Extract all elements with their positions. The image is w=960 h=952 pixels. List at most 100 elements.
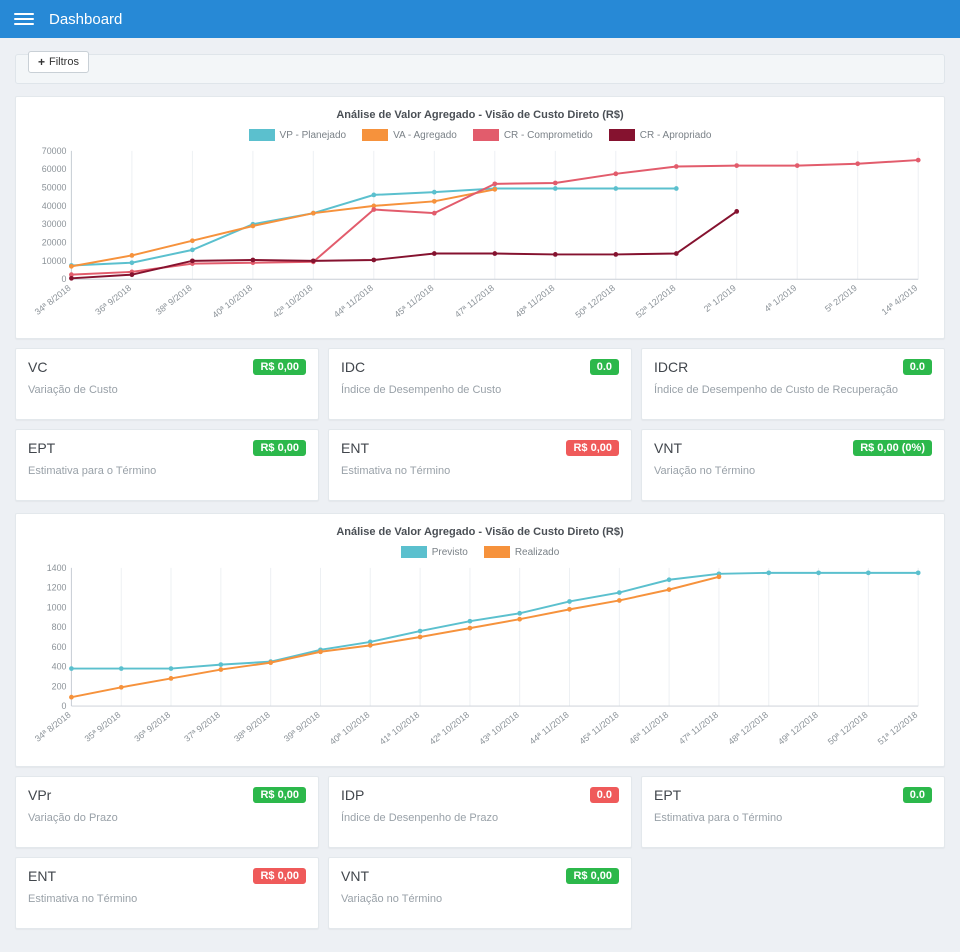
filters-button-label: Filtros: [49, 56, 79, 68]
kpi-description: Estimativa para o Término: [28, 465, 157, 478]
kpi-card-header: VNT R$ 0,00 (0%): [654, 440, 932, 457]
svg-text:45ª 11/2018: 45ª 11/2018: [577, 710, 620, 747]
legend-item[interactable]: Previsto: [400, 546, 468, 559]
kpi-card-header: VC R$ 0,00: [28, 359, 306, 376]
svg-text:36ª 9/2018: 36ª 9/2018: [93, 283, 133, 317]
chart-legend: Previsto Realizado: [26, 546, 934, 559]
svg-text:51ª 12/2018: 51ª 12/2018: [876, 710, 920, 747]
kpi-code: VC: [28, 359, 48, 376]
kpi-card-vc: VC R$ 0,00 Variação de Custo: [15, 348, 319, 421]
top-navbar: Dashboard: [0, 0, 960, 38]
svg-text:43ª 10/2018: 43ª 10/2018: [477, 710, 521, 747]
svg-text:40ª 10/2018: 40ª 10/2018: [210, 283, 254, 320]
kpi-description: Índice de Desenpenho de Prazo: [341, 811, 499, 824]
legend-swatch: [248, 129, 275, 141]
kpi-value-badge: R$ 0,00 (0%): [853, 440, 932, 457]
svg-text:45ª 11/2018: 45ª 11/2018: [392, 283, 435, 320]
kpi-card-header: IDC 0.0: [341, 359, 619, 376]
kpi-code: ENT: [341, 440, 369, 457]
legend-label: VP - Planejado: [279, 129, 347, 141]
kpi-value-badge: 0.0: [902, 359, 932, 376]
chart-title: Análise de Valor Agregado - Visão de Cus…: [336, 526, 624, 539]
svg-text:42ª 10/2018: 42ª 10/2018: [427, 710, 471, 747]
plus-icon: +: [38, 55, 46, 69]
kpi-code: IDC: [341, 359, 366, 376]
legend-item[interactable]: VP - Planejado: [248, 129, 347, 141]
svg-text:44ª 11/2018: 44ª 11/2018: [332, 283, 375, 320]
schedule-line-chart[interactable]: 0 200 400 600 800 1000 1200 1400 34ª 8/2018 35ª 9…: [26, 560, 934, 761]
kpi-description: Índice de Desempenho de Custo: [341, 384, 502, 397]
legend-item[interactable]: CR - Comprometido: [472, 129, 593, 141]
svg-text:36ª 9/2018: 36ª 9/2018: [132, 710, 172, 744]
cost-chart-card: Análise de Valor Agregado - Visão de Cus…: [15, 96, 945, 340]
svg-text:1000: 1000: [47, 603, 67, 613]
kpi-description: Variação do Prazo: [28, 811, 118, 824]
menu-hamburger-icon[interactable]: [14, 13, 34, 25]
svg-text:38ª 9/2018: 38ª 9/2018: [154, 283, 194, 317]
svg-text:50ª 12/2018: 50ª 12/2018: [573, 283, 617, 320]
kpi-card-idcr: IDCR 0.0 Índice de Desempenho de Custo de …: [641, 348, 945, 421]
kpi-card-vnt: VNT R$ 0,00 Variação no Término: [328, 856, 632, 929]
svg-text:35ª 9/2018: 35ª 9/2018: [83, 710, 123, 744]
svg-text:47ª 11/2018: 47ª 11/2018: [453, 283, 496, 320]
kpi-card-ent: ENT R$ 0,00 Estimativa no Término: [15, 856, 319, 929]
kpi-description: Variação no Término: [654, 465, 756, 478]
legend-label: CR - Comprometido: [503, 129, 593, 141]
svg-text:46ª 11/2018: 46ª 11/2018: [627, 710, 670, 747]
kpi-row: ENT R$ 0,00 Estimativa no Término VNT R$ 0,0…: [15, 856, 945, 929]
legend-swatch: [608, 129, 635, 141]
kpi-card-ent: ENT R$ 0,00 Estimativa no Término: [328, 429, 632, 502]
kpi-card-idp: IDP 0.0 Índice de Desenpenho de Prazo: [328, 775, 632, 848]
kpi-code: IDCR: [654, 359, 689, 376]
hamburger-bar: [14, 13, 34, 15]
kpi-code: IDP: [341, 786, 365, 803]
legend-item[interactable]: CR - Apropriado: [608, 129, 711, 141]
svg-text:37ª 9/2018: 37ª 9/2018: [182, 710, 222, 744]
svg-text:70000: 70000: [42, 146, 67, 156]
kpi-value-badge: R$ 0,00: [253, 440, 306, 457]
cost-line-chart[interactable]: 0 10000 20000 30000 40000 50000 60000 70000 34ª …: [26, 143, 934, 334]
main-content: + Filtros Análise de Valor Agregado - Vi…: [0, 51, 960, 949]
kpi-value-badge: R$ 0,00: [253, 359, 306, 376]
legend-swatch: [362, 129, 389, 141]
svg-text:10000: 10000: [42, 256, 67, 266]
filters-button[interactable]: + Filtros: [28, 51, 89, 73]
legend-swatch: [400, 546, 427, 559]
svg-text:60000: 60000: [42, 164, 67, 174]
svg-text:600: 600: [52, 642, 67, 652]
kpi-value-badge: 0.0: [902, 786, 932, 803]
kpi-description: Variação no Término: [341, 892, 443, 905]
svg-text:49ª 12/2018: 49ª 12/2018: [776, 710, 820, 747]
svg-text:47ª 11/2018: 47ª 11/2018: [677, 710, 720, 747]
legend-item[interactable]: VA - Agregado: [362, 129, 457, 141]
kpi-code: ENT: [28, 867, 56, 884]
kpi-value-badge: R$ 0,00: [566, 440, 619, 457]
kpi-description: Estimativa no Término: [341, 465, 451, 478]
legend-item[interactable]: Realizado: [483, 546, 559, 559]
kpi-code: VNT: [341, 867, 369, 884]
kpi-card-header: VPr R$ 0,00: [28, 786, 306, 803]
legend-label: VA - Agregado: [393, 129, 457, 141]
svg-text:14ª 4/2019: 14ª 4/2019: [880, 283, 920, 317]
legend-swatch: [483, 546, 510, 559]
kpi-value-badge: R$ 0,00: [253, 867, 306, 884]
kpi-card-header: ENT R$ 0,00: [28, 867, 306, 884]
kpi-card-header: IDCR 0.0: [654, 359, 932, 376]
svg-text:0: 0: [62, 701, 67, 711]
svg-text:2ª 1/2019: 2ª 1/2019: [702, 283, 738, 314]
chart-title: Análise de Valor Agregado - Visão de Cus…: [336, 109, 624, 121]
svg-text:200: 200: [52, 682, 67, 692]
svg-text:800: 800: [52, 623, 67, 633]
kpi-row: VPr R$ 0,00 Variação do Prazo IDP 0.0 Índice …: [15, 775, 945, 848]
kpi-row: EPT R$ 0,00 Estimativa para o Término ENT R$…: [15, 429, 945, 502]
filters-bar: + Filtros: [15, 51, 945, 84]
hamburger-bar: [14, 18, 34, 20]
schedule-chart-card: Análise de Valor Agregado - Visão de Cus…: [15, 513, 945, 767]
svg-text:1200: 1200: [47, 583, 67, 593]
svg-text:44ª 11/2018: 44ª 11/2018: [528, 710, 571, 747]
svg-text:1400: 1400: [47, 563, 67, 573]
svg-text:4ª 1/2019: 4ª 1/2019: [762, 283, 798, 314]
svg-text:38ª 9/2018: 38ª 9/2018: [232, 710, 272, 744]
kpi-description: Estimativa no Término: [28, 892, 138, 905]
legend-label: Previsto: [431, 546, 468, 558]
